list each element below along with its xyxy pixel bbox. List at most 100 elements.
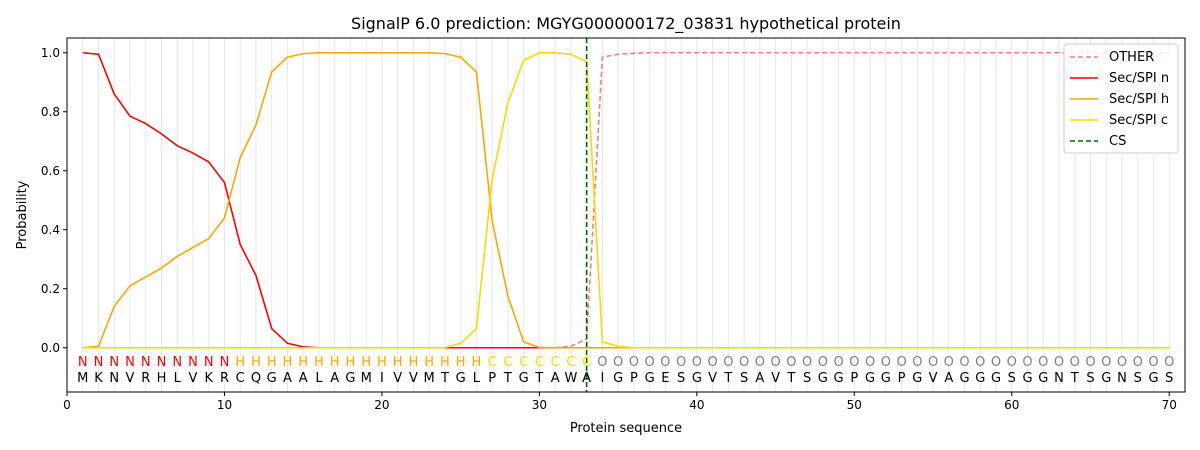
residue-label: L xyxy=(315,371,323,386)
residue-label: S xyxy=(740,371,748,386)
residue-label: P xyxy=(850,371,858,386)
region-label: O xyxy=(944,355,954,370)
region-label: C xyxy=(488,355,497,370)
region-label: O xyxy=(991,355,1001,370)
region-label: O xyxy=(1022,355,1032,370)
x-tick-label: 70 xyxy=(1162,398,1177,412)
y-tick-label: 0.0 xyxy=(41,341,60,355)
region-label: N xyxy=(172,355,182,370)
residue-label: G xyxy=(613,371,623,386)
region-label: N xyxy=(94,355,104,370)
residue-label: A xyxy=(551,371,560,386)
residue-label: S xyxy=(1086,371,1094,386)
x-axis-label: Protein sequence xyxy=(570,421,682,436)
residue-label: P xyxy=(898,371,906,386)
residue-label: A xyxy=(299,371,308,386)
residue-label: G xyxy=(975,371,985,386)
region-label: H xyxy=(456,355,466,370)
residue-label: S xyxy=(1008,371,1016,386)
residue-label: H xyxy=(157,371,167,386)
residue-label: A xyxy=(582,371,591,386)
x-tick-label: 30 xyxy=(532,398,547,412)
residue-label: R xyxy=(220,371,229,386)
series-line-sec-spi-n xyxy=(82,51,1170,349)
residue-label: G xyxy=(519,371,529,386)
residue-label: G xyxy=(345,371,355,386)
region-label: O xyxy=(755,355,765,370)
region-label: H xyxy=(361,355,371,370)
residue-label: S xyxy=(677,371,685,386)
region-label: O xyxy=(1070,355,1080,370)
plot-frame xyxy=(66,37,1186,393)
region-label: O xyxy=(645,355,655,370)
y-tick-label: 0.4 xyxy=(41,223,60,237)
residue-label: G xyxy=(991,371,1001,386)
x-tick-label: 20 xyxy=(374,398,389,412)
region-label: N xyxy=(157,355,167,370)
residue-label: M xyxy=(361,371,372,386)
x-tick-label: 50 xyxy=(847,398,862,412)
region-label: N xyxy=(125,355,135,370)
residue-label: T xyxy=(503,371,512,386)
residue-label: G xyxy=(912,371,922,386)
residue-label: K xyxy=(204,371,213,386)
residue-label: G xyxy=(692,371,702,386)
region-label: O xyxy=(707,355,717,370)
region-label: H xyxy=(346,355,356,370)
residue-label: K xyxy=(94,371,103,386)
region-label: O xyxy=(723,355,733,370)
region-label: O xyxy=(692,355,702,370)
region-label: H xyxy=(235,355,245,370)
residue-label: N xyxy=(109,371,119,386)
legend-box xyxy=(1063,43,1179,154)
region-label: O xyxy=(833,355,843,370)
residue-label: A xyxy=(283,371,292,386)
region-label: O xyxy=(1101,355,1111,370)
region-label: O xyxy=(1148,355,1158,370)
residue-label: P xyxy=(488,371,496,386)
region-label: C xyxy=(519,355,528,370)
region-label: O xyxy=(739,355,749,370)
residue-label: G xyxy=(1101,371,1111,386)
residue-label: G xyxy=(818,371,828,386)
residue-label: G xyxy=(456,371,466,386)
residue-label: C xyxy=(236,371,245,386)
region-label: C xyxy=(582,355,591,370)
region-label: O xyxy=(818,355,828,370)
residue-label: S xyxy=(1134,371,1142,386)
residue-label: T xyxy=(786,371,795,386)
residue-label: G xyxy=(1038,371,1048,386)
region-label: O xyxy=(1164,355,1174,370)
residue-label: L xyxy=(174,371,182,386)
residue-label: I xyxy=(380,371,384,386)
x-tick-label: 0 xyxy=(63,398,71,412)
region-label: H xyxy=(393,355,403,370)
region-label: O xyxy=(613,355,623,370)
residue-label: M xyxy=(424,371,435,386)
legend-label: Sec/SPI c xyxy=(1109,113,1168,128)
residue-label: T xyxy=(723,371,732,386)
residue-label: S xyxy=(1165,371,1173,386)
chart-title: SignalP 6.0 prediction: MGYG000000172_03… xyxy=(351,14,901,34)
region-label: O xyxy=(975,355,985,370)
region-label: H xyxy=(472,355,482,370)
residue-label: T xyxy=(440,371,449,386)
region-label: N xyxy=(188,355,198,370)
x-tick-label: 40 xyxy=(689,398,704,412)
residue-label: A xyxy=(330,371,339,386)
series-line-sec-spi-h xyxy=(82,51,1170,349)
region-label: O xyxy=(660,355,670,370)
residue-label: E xyxy=(661,371,669,386)
residue-label: V xyxy=(771,371,780,386)
region-label: N xyxy=(141,355,151,370)
region-label: O xyxy=(597,355,607,370)
residue-label: P xyxy=(630,371,638,386)
region-label: O xyxy=(1133,355,1143,370)
region-label: O xyxy=(896,355,906,370)
residue-label: G xyxy=(960,371,970,386)
region-label: O xyxy=(881,355,891,370)
region-label: O xyxy=(770,355,780,370)
residue-label: N xyxy=(1054,371,1064,386)
residue-label: S xyxy=(803,371,811,386)
